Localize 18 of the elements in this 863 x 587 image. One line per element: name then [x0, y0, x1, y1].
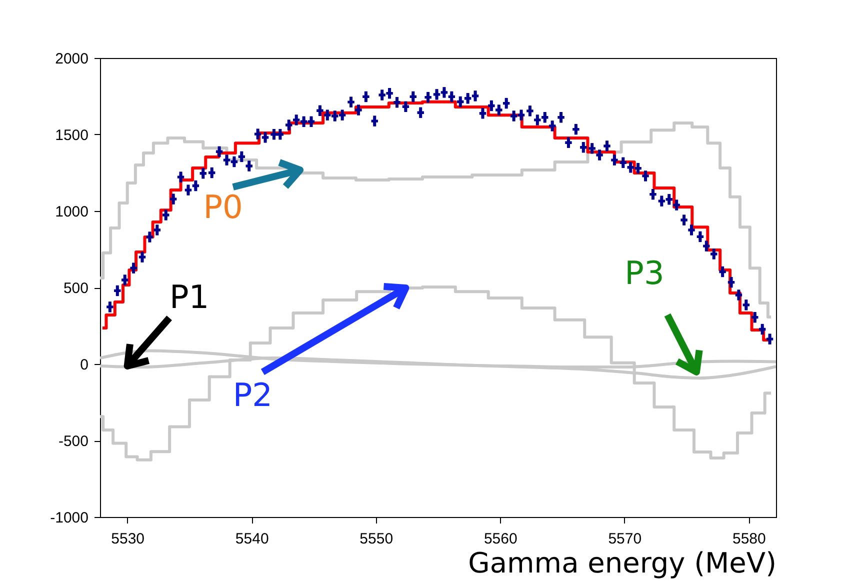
y-tick-label: 0 — [80, 356, 88, 374]
annotation: P2 — [232, 376, 273, 414]
x-tick-label: 5530 — [111, 530, 145, 548]
y-tick-label: 2000 — [55, 50, 88, 68]
x-tick-label: 5580 — [732, 530, 766, 548]
x-tick-label: 5570 — [608, 530, 642, 548]
annotation: P1 — [170, 278, 210, 316]
x-axis-title: Gamma energy (MeV) — [468, 546, 776, 580]
y-tick-label: -500 — [58, 433, 88, 450]
x-tick-label: 5550 — [360, 530, 394, 548]
annotation: P0 — [203, 188, 243, 226]
x-tick-label: 5560 — [484, 530, 518, 548]
y-tick-label: -1000 — [50, 510, 88, 526]
y-tick-label: 500 — [63, 280, 88, 297]
y-tick-label: 1000 — [55, 204, 88, 220]
x-tick-label: 5540 — [235, 530, 269, 548]
annotation: P3 — [624, 254, 664, 292]
y-tick-label: 1500 — [55, 127, 88, 144]
